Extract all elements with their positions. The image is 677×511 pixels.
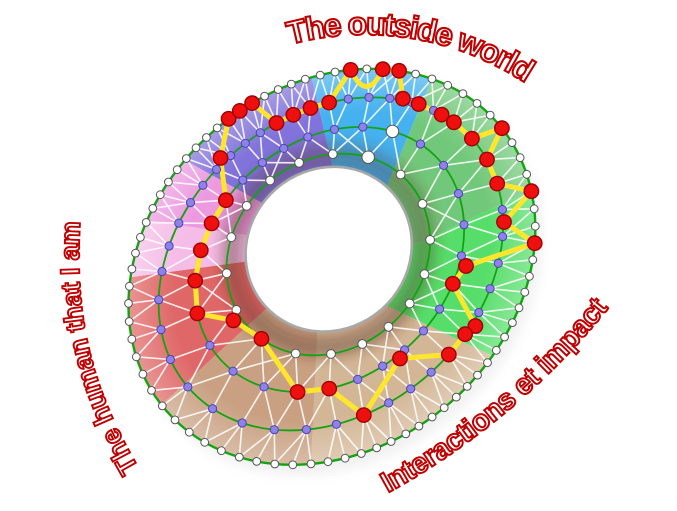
svg-text:The human that I am: The human that I am — [55, 221, 144, 480]
